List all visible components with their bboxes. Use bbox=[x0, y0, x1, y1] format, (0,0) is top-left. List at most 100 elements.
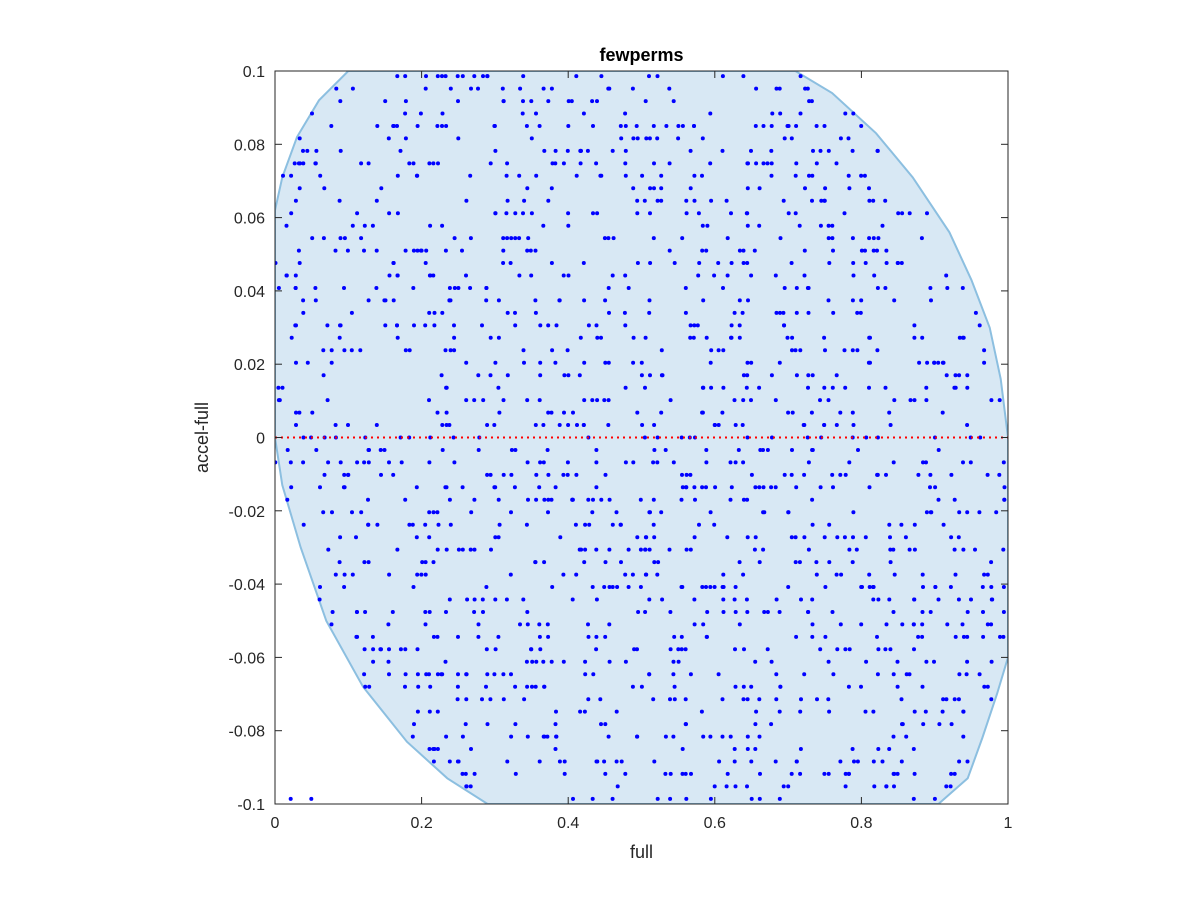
scatter-point bbox=[418, 111, 423, 116]
scatter-points bbox=[275, 74, 1007, 801]
scatter-point bbox=[652, 535, 657, 540]
scatter-point bbox=[786, 124, 791, 128]
scatter-point bbox=[412, 722, 416, 727]
scatter-point bbox=[705, 223, 710, 228]
scatter-point bbox=[989, 585, 994, 589]
scatter-point bbox=[452, 460, 457, 465]
scatter-point bbox=[765, 647, 770, 652]
scatter-point bbox=[444, 124, 449, 128]
scatter-point bbox=[928, 510, 933, 515]
scatter-point bbox=[851, 273, 856, 278]
scatter-point bbox=[757, 186, 762, 191]
scatter-point bbox=[920, 684, 925, 689]
scatter-point bbox=[712, 423, 717, 427]
scatter-point bbox=[362, 248, 366, 253]
scatter-point bbox=[366, 298, 371, 303]
scatter-point bbox=[667, 161, 672, 166]
scatter-point bbox=[537, 124, 542, 128]
scatter-point bbox=[481, 398, 486, 403]
scatter-point bbox=[985, 684, 990, 689]
scatter-point bbox=[565, 460, 570, 465]
scatter-point bbox=[631, 186, 636, 191]
scatter-point bbox=[414, 173, 419, 178]
scatter-point bbox=[309, 796, 314, 801]
scatter-point bbox=[391, 124, 396, 128]
scatter-point bbox=[803, 186, 807, 191]
scatter-point bbox=[728, 460, 733, 465]
scatter-point bbox=[907, 211, 912, 216]
scatter-point bbox=[928, 472, 933, 477]
scatter-point bbox=[920, 634, 925, 639]
scatter-point bbox=[350, 223, 355, 228]
scatter-point bbox=[374, 198, 379, 203]
scatter-point bbox=[875, 286, 880, 290]
scatter-point bbox=[275, 261, 278, 265]
x-tick-label: 0.8 bbox=[850, 815, 872, 832]
scatter-point bbox=[594, 460, 599, 465]
scatter-point bbox=[322, 186, 327, 191]
scatter-point bbox=[553, 485, 558, 490]
y-tick-label: -0.1 bbox=[237, 797, 265, 814]
scatter-point bbox=[802, 248, 807, 253]
scatter-point bbox=[561, 273, 566, 278]
scatter-point bbox=[350, 86, 355, 91]
scatter-point bbox=[465, 597, 470, 602]
scatter-point bbox=[501, 261, 506, 265]
scatter-point bbox=[537, 485, 542, 490]
scatter-point bbox=[936, 360, 941, 365]
scatter-point bbox=[789, 472, 794, 477]
scatter-point bbox=[366, 497, 370, 502]
scatter-point bbox=[692, 124, 696, 128]
scatter-point bbox=[838, 136, 843, 141]
scatter-point bbox=[761, 485, 766, 490]
scatter-point bbox=[493, 148, 498, 153]
scatter-point bbox=[749, 273, 754, 278]
scatter-point bbox=[370, 634, 375, 639]
scatter-point bbox=[513, 211, 518, 216]
scatter-point bbox=[806, 385, 810, 390]
scatter-point bbox=[599, 74, 604, 79]
scatter-point bbox=[736, 448, 741, 452]
scatter-point bbox=[794, 161, 799, 166]
scatter-point bbox=[684, 472, 689, 477]
scatter-point bbox=[590, 510, 595, 515]
scatter-point bbox=[412, 323, 416, 328]
scatter-point bbox=[671, 460, 676, 465]
scatter-point bbox=[827, 261, 832, 265]
scatter-point bbox=[606, 423, 611, 427]
scatter-point bbox=[659, 186, 664, 191]
scatter-point bbox=[737, 248, 742, 253]
scatter-point bbox=[745, 186, 750, 191]
scatter-point bbox=[517, 273, 522, 278]
scatter-point bbox=[899, 522, 904, 527]
scatter-point bbox=[859, 622, 864, 627]
scatter-point bbox=[737, 560, 742, 565]
scatter-point bbox=[925, 360, 930, 365]
scatter-point bbox=[590, 99, 595, 104]
scatter-point bbox=[403, 348, 408, 353]
scatter-point bbox=[679, 497, 684, 502]
scatter-point bbox=[640, 173, 645, 178]
scatter-point bbox=[298, 161, 302, 166]
scatter-point bbox=[428, 223, 433, 228]
scatter-point bbox=[411, 248, 416, 253]
scatter-point bbox=[705, 610, 710, 614]
scatter-point bbox=[810, 497, 815, 502]
scatter-point bbox=[647, 547, 652, 552]
scatter-point bbox=[346, 472, 351, 477]
scatter-point bbox=[460, 248, 464, 253]
scatter-point bbox=[721, 385, 726, 390]
scatter-point bbox=[773, 273, 778, 278]
scatter-point bbox=[623, 173, 628, 178]
scatter-point bbox=[933, 585, 938, 589]
scatter-point bbox=[741, 697, 746, 702]
scatter-point bbox=[777, 360, 782, 365]
scatter-point bbox=[688, 148, 693, 153]
scatter-point bbox=[774, 697, 779, 702]
scatter-point bbox=[403, 497, 408, 502]
scatter-point bbox=[481, 610, 485, 614]
scatter-point bbox=[884, 622, 889, 627]
scatter-point bbox=[561, 472, 566, 477]
scatter-point bbox=[668, 647, 673, 652]
scatter-point bbox=[375, 522, 380, 527]
